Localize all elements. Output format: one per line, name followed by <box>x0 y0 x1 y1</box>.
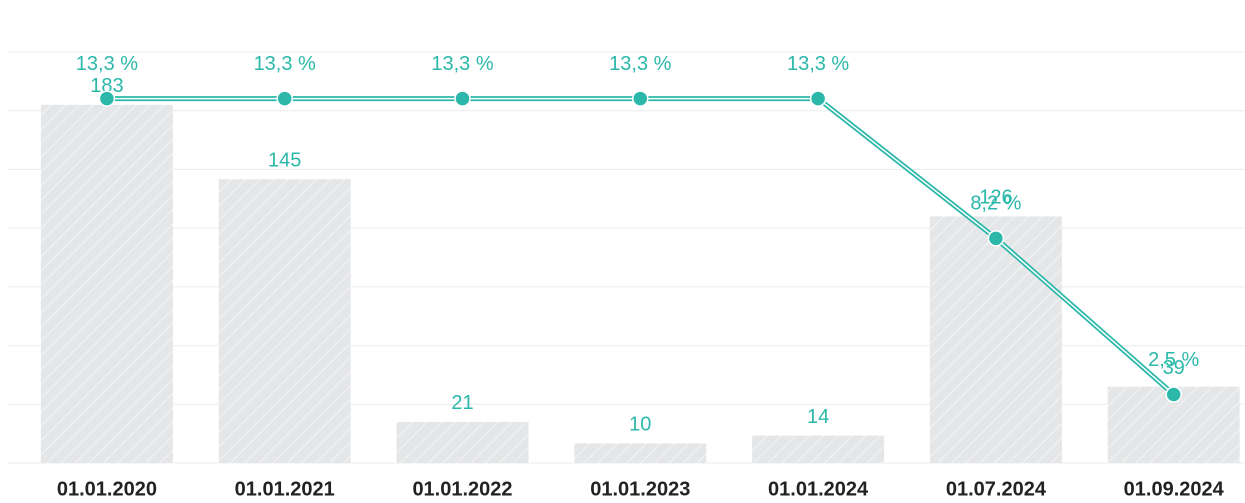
line-value-label: 8,2 % <box>970 193 1021 215</box>
line-point <box>276 90 293 107</box>
x-tick-label: 01.07.2024 <box>946 478 1047 500</box>
line-point <box>632 90 649 107</box>
line-value-label: 13,3 % <box>787 53 849 75</box>
bar-value-label: 145 <box>268 149 301 171</box>
bar <box>929 216 1062 463</box>
bar-value-label: 183 <box>90 75 123 97</box>
x-tick-label: 01.01.2024 <box>768 478 869 500</box>
x-tick-label: 01.01.2020 <box>57 478 157 500</box>
x-tick-label: 01.01.2021 <box>235 478 335 500</box>
bar <box>218 179 351 463</box>
line-value-label: 13,3 % <box>431 53 493 75</box>
bar <box>752 435 885 463</box>
line-value-label: 13,3 % <box>609 53 671 75</box>
bar-value-label: 21 <box>451 392 473 414</box>
bar-value-label: 14 <box>807 406 829 428</box>
x-tick-label: 01.01.2023 <box>590 478 690 500</box>
line-point <box>987 230 1005 247</box>
x-tick-label: 01.09.2024 <box>1124 478 1225 500</box>
x-tick-label: 01.01.2022 <box>412 478 512 500</box>
line-value-label: 13,3 % <box>76 53 138 75</box>
line-value-label: 13,3 % <box>254 53 316 75</box>
bar <box>574 443 707 463</box>
bar-value-label: 39 <box>1163 357 1185 379</box>
line-point <box>1165 386 1182 403</box>
line-point <box>809 90 827 107</box>
bar <box>40 104 173 463</box>
line-value-label: 2,5 % <box>1148 349 1199 371</box>
line-point <box>98 90 116 107</box>
line-point <box>454 90 471 107</box>
bar-value-label: 126 <box>979 187 1012 209</box>
bar <box>396 421 529 463</box>
bar-value-label: 10 <box>629 414 651 436</box>
